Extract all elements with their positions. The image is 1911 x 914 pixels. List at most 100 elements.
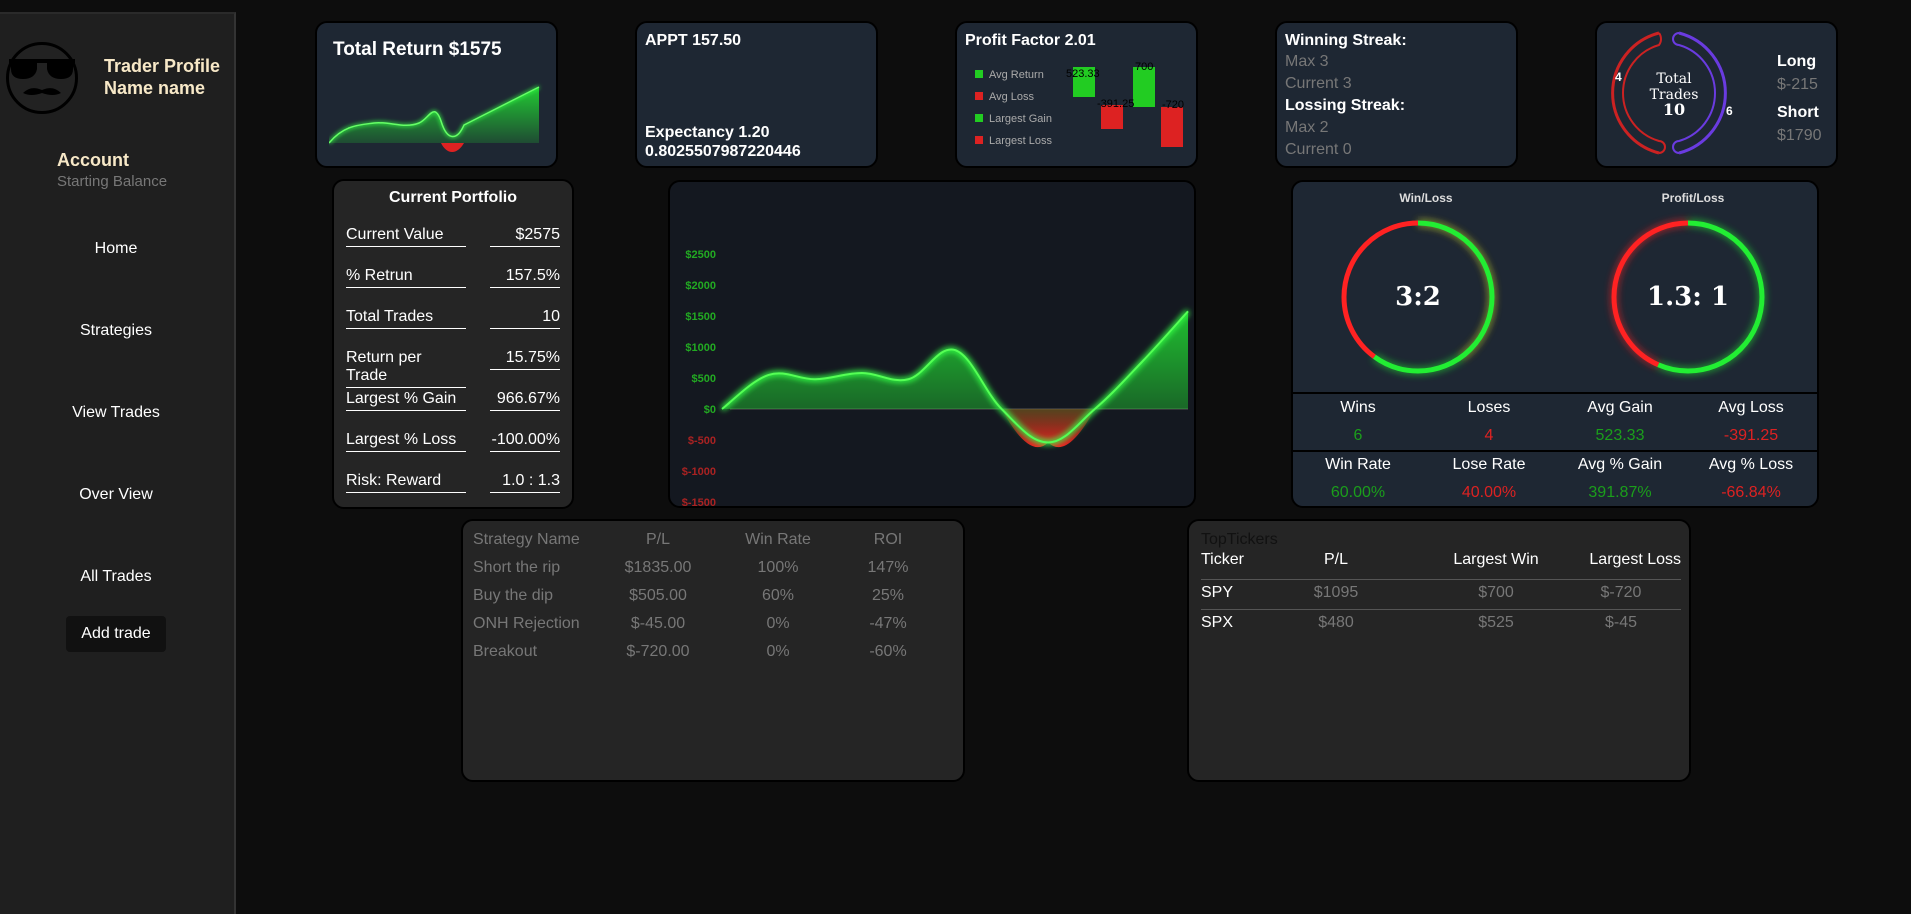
losing-streak-title: Lossing Streak: (1285, 97, 1406, 114)
long-count: 4 (1615, 70, 1622, 84)
portfolio-row-label: Risk: Reward (346, 472, 466, 493)
tickers-table: Ticker P/L Largest Win Largest Loss SPY … (1201, 549, 1681, 639)
balance-chart-card: $2500 $2000 $1500 $1000 $500 $0 $-500 $-1000 $-1… (668, 180, 1196, 508)
stat-value-avg-loss: -391.25 (1723, 427, 1779, 444)
portfolio-row: Total Trades 10 (334, 308, 572, 349)
sunglasses-mustache-icon (9, 59, 75, 95)
top-tickers-card: TopTickers Ticker P/L Largest Win Larges… (1187, 519, 1691, 782)
table-row[interactable]: Buy the dip $505.00 60% 25% (473, 587, 953, 615)
nav-strategies[interactable]: Strategies (79, 322, 153, 339)
y-tick-label: $1000 (685, 342, 716, 354)
table-row[interactable]: Breakout $-720.00 0% -60% (473, 643, 953, 671)
profile-title: Trader Profile (104, 56, 221, 76)
ticker-pl: $1095 (1313, 584, 1359, 601)
long-value: $-215 (1777, 76, 1818, 93)
ticker-pl: $480 (1318, 614, 1354, 631)
streak-card: Winning Streak: Max 3 Current 3 Lossing … (1275, 21, 1518, 168)
winning-streak-current: Current 3 (1285, 75, 1352, 92)
stat-value-loses: 4 (1484, 427, 1494, 444)
total-return-card: Total Return $1575 (315, 21, 558, 168)
total-trades-card: Total Trades 10 4 6 Long $-215 Short $17… (1595, 21, 1838, 168)
strategies-header-winrate: Win Rate (745, 531, 811, 548)
table-row[interactable]: ONH Rejection $-45.00 0% -47% (473, 615, 953, 643)
nav-all-trades[interactable]: All Trades (80, 568, 152, 585)
table-row[interactable]: SPY $1095 $700 $-720 (1201, 580, 1681, 610)
ticker-largest-win: $525 (1478, 614, 1514, 631)
expectancy-value: 0.8025507987220446 (645, 143, 801, 160)
stat-label-avg-pct-loss: Avg % Loss (1708, 456, 1794, 473)
table-row[interactable]: Short the rip $1835.00 100% 147% (473, 559, 953, 587)
table-row[interactable]: SPX $480 $525 $-45 (1201, 610, 1681, 639)
portfolio-row-value: 1.0 : 1.3 (490, 472, 560, 493)
nav-home[interactable]: Home (94, 240, 138, 257)
total-trades-ring (1611, 31, 1727, 155)
strategy-name: Short the rip (473, 559, 561, 576)
strategy-roi: -47% (869, 615, 907, 632)
total-return-sparkline (329, 85, 540, 152)
portfolio-row-value: -100.00% (490, 431, 560, 452)
y-tick-label: $-1500 (682, 497, 716, 506)
bar-largest-loss (1161, 107, 1183, 147)
portfolio-row: Largest % Loss -100.00% (334, 431, 572, 472)
y-tick-label: $1500 (685, 311, 716, 323)
strategy-pl: $-45.00 (630, 615, 686, 632)
top-tickers-title: TopTickers (1201, 531, 1278, 548)
losing-streak-current: Current 0 (1285, 141, 1352, 158)
add-trade-button[interactable]: Add trade (66, 616, 166, 652)
stat-value-avg-pct-gain: 391.87% (1588, 484, 1652, 501)
nav-view-trades[interactable]: View Trades (72, 404, 160, 421)
total-trades-value: 10 (1662, 100, 1686, 119)
tickers-header-ticker: Ticker (1201, 551, 1244, 568)
profit-loss-ring (1611, 220, 1765, 374)
strategies-header-name: Strategy Name (473, 531, 580, 548)
starting-balance-label: Starting Balance (57, 173, 168, 190)
strategy-winrate: 0% (766, 643, 790, 660)
win-loss-value: 3:2 (1395, 282, 1441, 312)
y-tick-label: $500 (692, 373, 716, 385)
total-trades-label: Total Trades (1649, 71, 1699, 103)
legend-label: Largest Gain (989, 113, 1052, 125)
stat-label-loses: Loses (1467, 399, 1511, 416)
ratios-card: Win/Loss Profit/Loss 3:2 1.3: 1 Wins Los… (1291, 180, 1819, 508)
strategy-pl: $1835.00 (624, 559, 692, 576)
portfolio-row-value: 966.67% (490, 390, 560, 411)
short-value: $1790 (1777, 127, 1822, 144)
legend-label: Avg Loss (989, 91, 1035, 103)
strategies-header-roi: ROI (873, 531, 903, 548)
profile-user-name: Name name (104, 78, 206, 98)
tickers-header-pl: P/L (1323, 551, 1348, 568)
ticker-symbol: SPX (1201, 614, 1234, 631)
winning-streak-title: Winning Streak: (1285, 32, 1407, 49)
sidebar: Trader Profile Name name Account Startin… (0, 12, 236, 914)
portfolio-row: Return per Trade 15.75% (334, 349, 572, 390)
portfolio-row-label: Total Trades (346, 308, 466, 329)
ticker-largest-win: $700 (1478, 584, 1514, 601)
profit-loss-value: 1.3: 1 (1647, 282, 1729, 312)
bar-label-largest-loss: -720 (1162, 99, 1185, 111)
tickers-header-largest-loss: Largest Loss (1589, 551, 1681, 568)
portfolio-row-value: $2575 (490, 226, 560, 247)
portfolio-row: Largest % Gain 966.67% (334, 390, 572, 431)
strategy-roi: -60% (869, 643, 907, 660)
strategy-name: ONH Rejection (473, 615, 580, 632)
stat-value-lose-rate: 40.00% (1461, 484, 1517, 501)
stat-label-avg-loss: Avg Loss (1718, 399, 1784, 416)
portfolio-row-value: 157.5% (490, 267, 560, 288)
y-tick-label: $2500 (685, 249, 716, 261)
strategy-name: Breakout (473, 643, 538, 660)
divider (1293, 392, 1817, 394)
bar-label-avg-loss: -391.25 (1097, 98, 1135, 110)
ticker-largest-loss: $-45 (1604, 614, 1638, 631)
portfolio-row-value: 10 (490, 308, 560, 329)
portfolio-row-value: 15.75% (490, 349, 560, 370)
portfolio-row: Current Value $2575 (334, 226, 572, 267)
short-count: 6 (1726, 104, 1733, 118)
stat-value-wins: 6 (1353, 427, 1363, 444)
legend-swatch (975, 92, 983, 100)
nav-over-view[interactable]: Over View (79, 486, 153, 503)
legend-label: Avg Return (989, 69, 1044, 81)
tickers-header-row: Ticker P/L Largest Win Largest Loss (1201, 549, 1681, 580)
legend-swatch (975, 114, 983, 122)
profile-name: Trader Profile Name name (104, 55, 220, 99)
legend-item: Avg Return (975, 64, 1052, 86)
